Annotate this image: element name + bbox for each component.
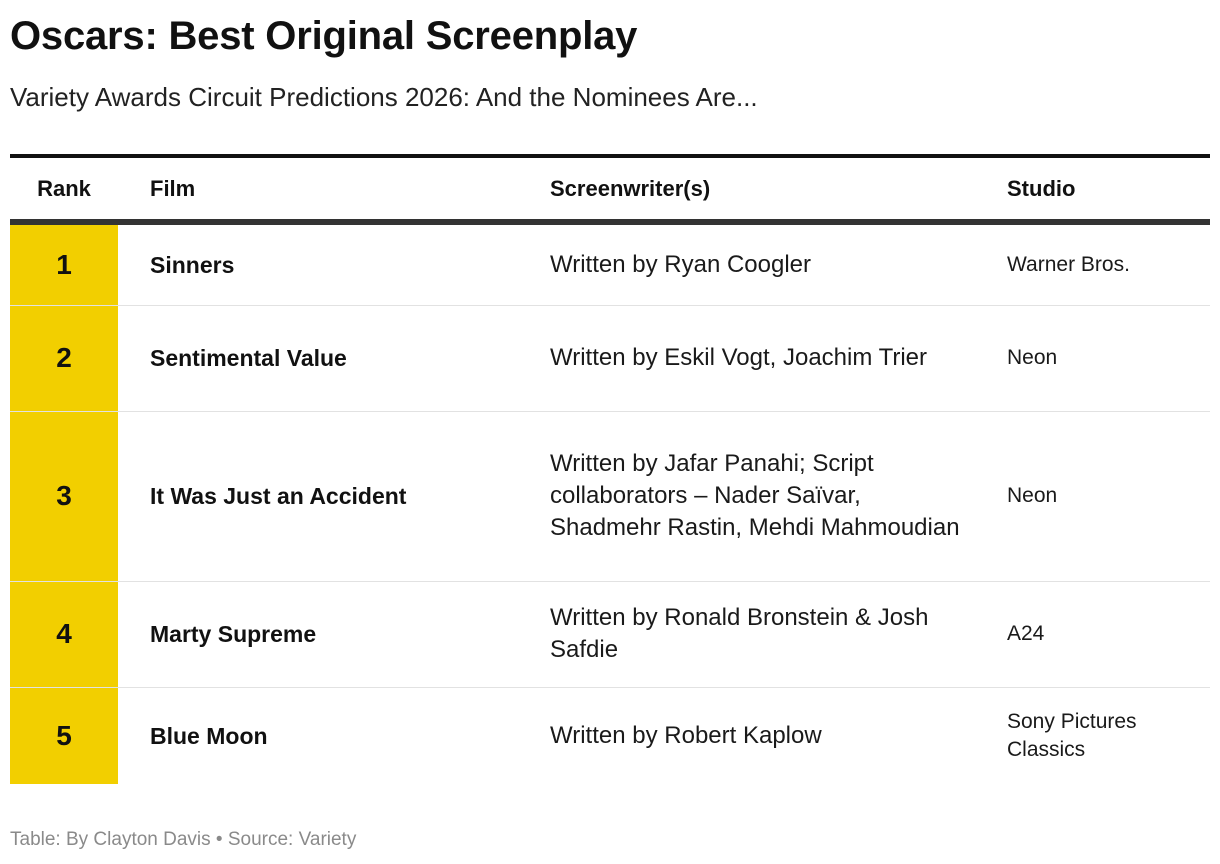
film-cell: Sinners bbox=[118, 222, 550, 306]
column-header-screenwriters: Screenwriter(s) bbox=[550, 154, 1007, 225]
source-footer: Table: By Clayton Davis • Source: Variet… bbox=[10, 829, 357, 850]
studio-cell: Neon bbox=[1007, 305, 1210, 412]
chart-subtitle: Variety Awards Circuit Predictions 2026:… bbox=[10, 82, 758, 112]
table-row: 4 Marty Supreme Written by Ronald Bronst… bbox=[10, 581, 1210, 688]
rank-cell: 3 bbox=[10, 411, 118, 582]
film-cell: Blue Moon bbox=[150, 722, 268, 749]
rank-cell: 4 bbox=[10, 581, 118, 688]
table-row: 5 Blue Moon Written by Robert Kaplow Son… bbox=[10, 687, 1210, 784]
film-cell: Sentimental Value bbox=[118, 305, 550, 412]
column-header-studio: Studio bbox=[1007, 154, 1210, 225]
table-row: 2 Sentimental Value Written by Eskil Vog… bbox=[10, 305, 1210, 412]
table-row: 3 It Was Just an Accident Written by Jaf… bbox=[10, 411, 1210, 582]
rank-cell: 2 bbox=[10, 305, 118, 412]
chart-title: Oscars: Best Original Screenplay bbox=[10, 14, 638, 58]
studio-cell: Warner Bros. bbox=[1007, 222, 1210, 306]
film-cell: Marty Supreme bbox=[118, 581, 550, 688]
rank-cell: 5 bbox=[10, 687, 118, 784]
nominees-table: Rank Film Screenwriter(s) Studio 1 Sinne… bbox=[10, 154, 1210, 784]
studio-cell: A24 bbox=[1007, 581, 1210, 688]
table-header-row: Rank Film Screenwriter(s) Studio bbox=[10, 154, 1210, 225]
column-header-film: Film bbox=[118, 154, 550, 225]
rank-cell: 1 bbox=[10, 222, 118, 306]
screenwriter-cell: Written by Robert Kaplow bbox=[550, 721, 822, 749]
studio-cell: Neon bbox=[1007, 411, 1210, 582]
screenwriter-cell: Written by Jafar Panahi; Script collabor… bbox=[550, 411, 1007, 582]
screenwriter-cell: Written by Ronald Bronstein & Josh Safdi… bbox=[550, 581, 1007, 688]
film-cell: It Was Just an Accident bbox=[118, 411, 550, 582]
screenwriter-cell: Written by Ryan Coogler bbox=[550, 222, 1007, 306]
column-header-rank: Rank bbox=[10, 154, 118, 225]
table-row: 1 Sinners Written by Ryan Coogler Warner… bbox=[10, 222, 1210, 306]
screenwriter-cell: Written by Eskil Vogt, Joachim Trier bbox=[550, 305, 1007, 412]
studio-cell: Sony Pictures Classics bbox=[1007, 709, 1137, 761]
